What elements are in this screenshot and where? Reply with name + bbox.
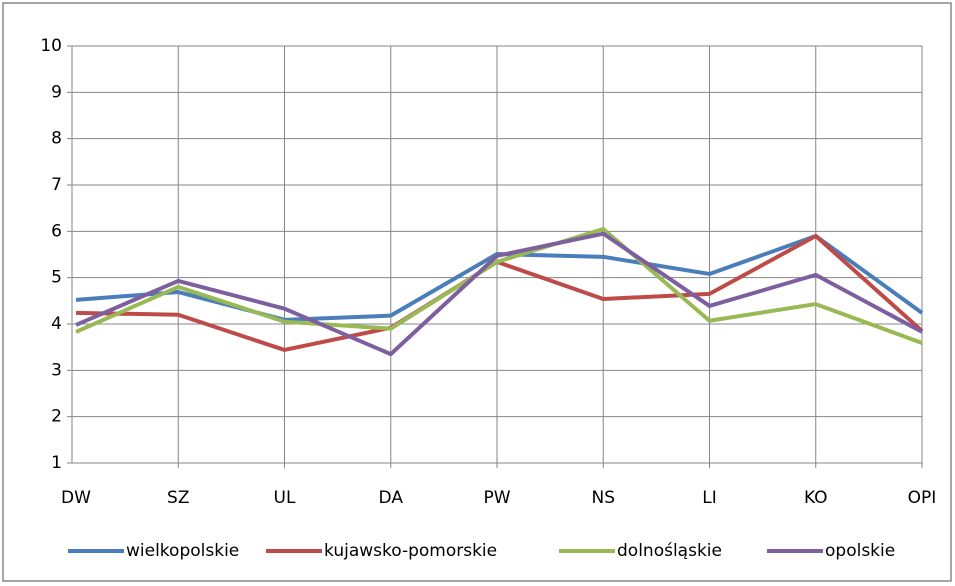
x-tick-label: UL (274, 488, 296, 508)
y-tick-label: 4 (51, 314, 62, 334)
legend-label: opolskie (825, 541, 895, 561)
y-tick-label: 3 (51, 360, 62, 380)
x-tick-label: KO (804, 488, 828, 508)
y-tick-label: 7 (51, 175, 62, 195)
series-line (75, 227, 923, 345)
legend-label: kujawsko-pomorskie (324, 541, 497, 561)
x-tick-label: SZ (167, 488, 189, 508)
y-tick-label: 8 (51, 129, 62, 149)
legend-label: dolnośląskie (617, 541, 722, 561)
y-tick-label: 6 (51, 221, 62, 241)
x-tick-label: OPI (908, 488, 937, 508)
y-tick-label: 5 (51, 268, 62, 288)
y-tick-label: 9 (51, 82, 62, 102)
x-tick-label: LI (702, 488, 717, 508)
x-tick-label: NS (591, 488, 615, 508)
y-tick-label: 10 (40, 36, 62, 56)
series-line (75, 231, 923, 357)
y-tick-label: 1 (51, 453, 62, 473)
x-tick-label: DW (61, 488, 91, 508)
x-tick-label: PW (483, 488, 510, 508)
y-tick-label: 2 (51, 407, 62, 427)
x-tick-label: DA (379, 488, 404, 508)
legend-label: wielkopolskie (126, 541, 239, 561)
